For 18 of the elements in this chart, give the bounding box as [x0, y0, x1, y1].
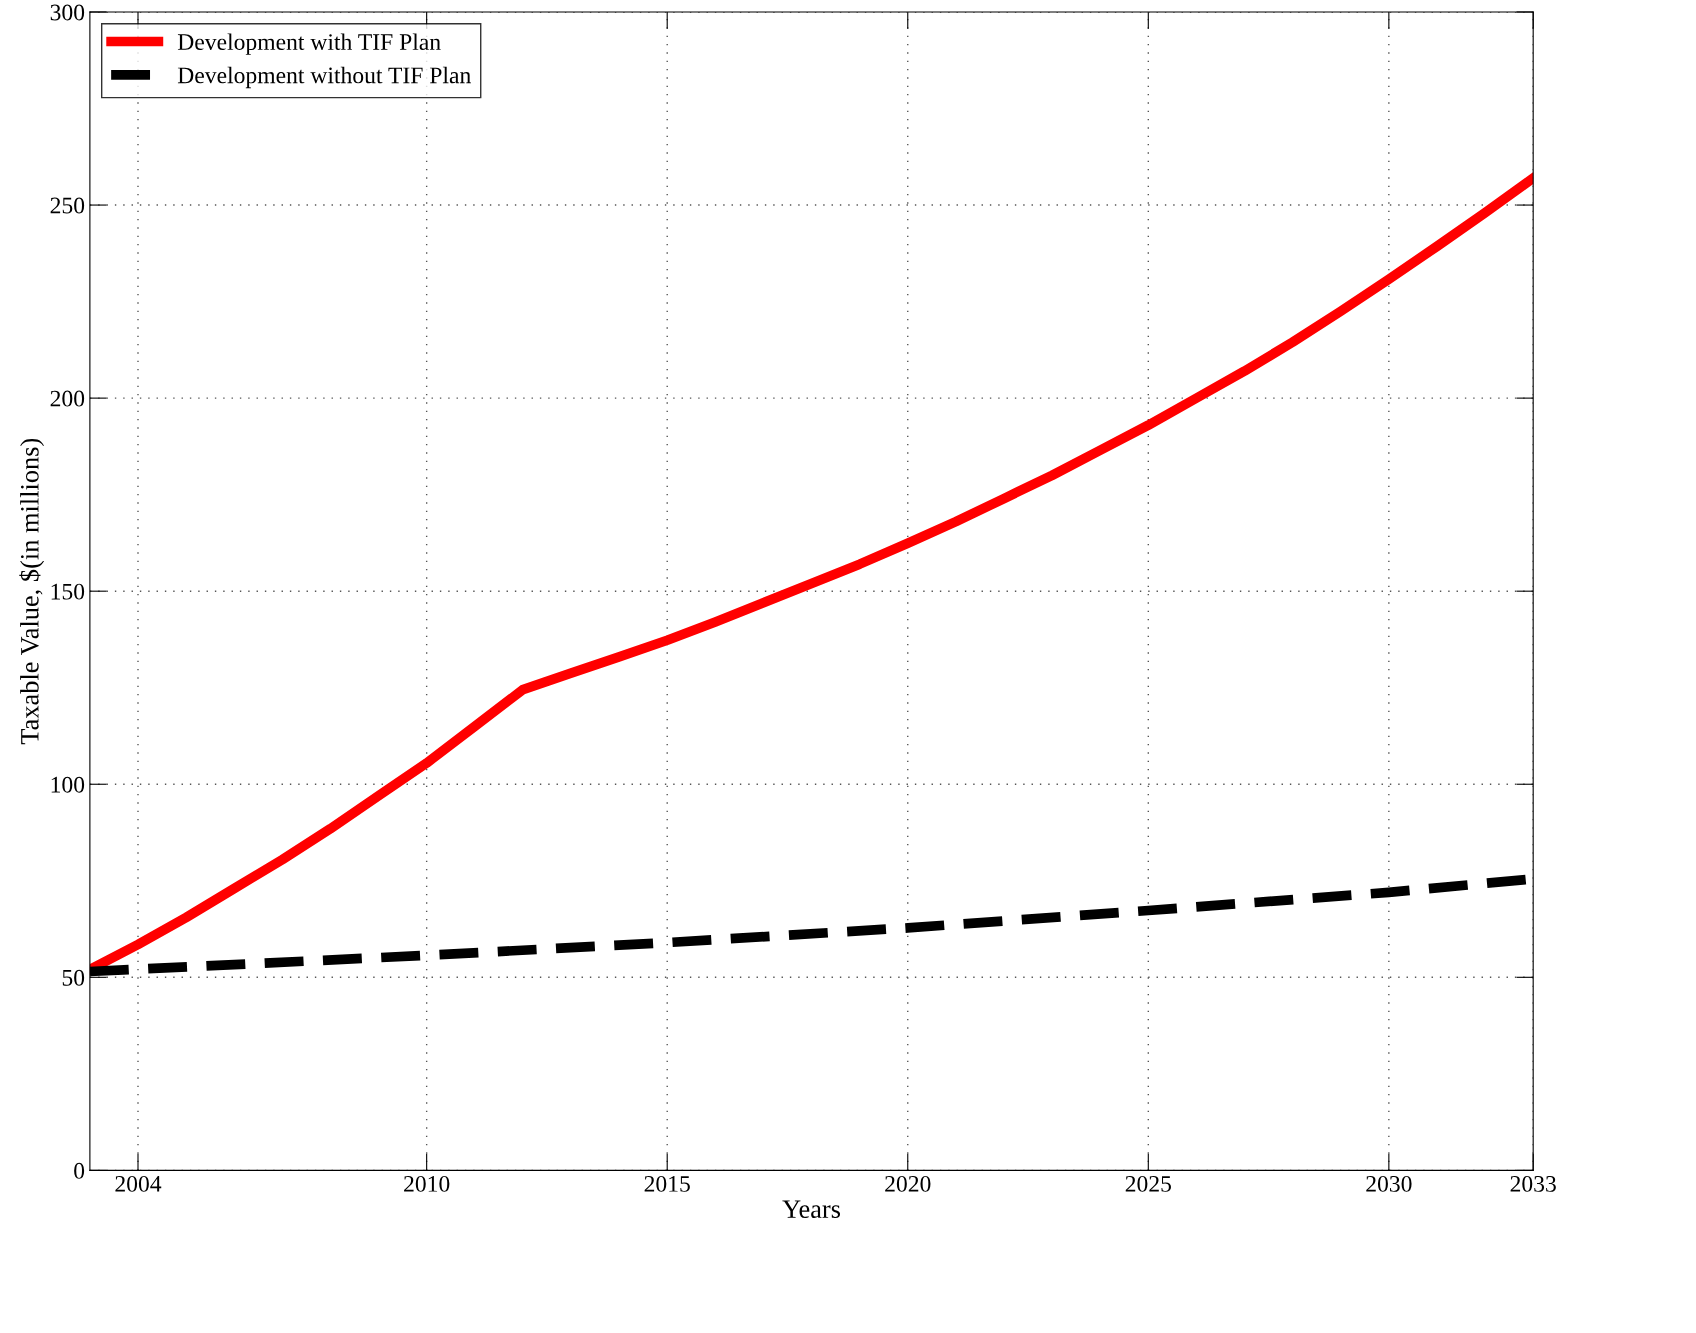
x-tick-label: 2020 — [885, 1175, 931, 1192]
y-tick-label: 300 — [50, 4, 85, 21]
x-tick-label: 2010 — [404, 1175, 450, 1192]
y-tick-label: 200 — [50, 390, 85, 407]
x-tick-label: 2015 — [644, 1175, 690, 1192]
y-tick-label: 150 — [51, 583, 85, 600]
y-tick-label: 100 — [51, 776, 85, 793]
x-tick-label: 2025 — [1125, 1175, 1171, 1192]
y-axis-title: Taxable Value, $(in millions) — [19, 438, 45, 745]
x-tick-label: 2004 — [115, 1175, 162, 1192]
y-tick-label: 50 — [62, 969, 85, 986]
legend-label: Development without TIF Plan — [177, 66, 471, 89]
x-axis-title: Years — [782, 1200, 841, 1218]
x-tick-label: 2033 — [1510, 1175, 1556, 1192]
y-tick-label: 250 — [50, 197, 85, 214]
legend-label: Development with TIF Plan — [177, 33, 441, 55]
x-tick-label: 2030 — [1366, 1175, 1412, 1192]
y-tick-label: 0 — [74, 1162, 85, 1179]
